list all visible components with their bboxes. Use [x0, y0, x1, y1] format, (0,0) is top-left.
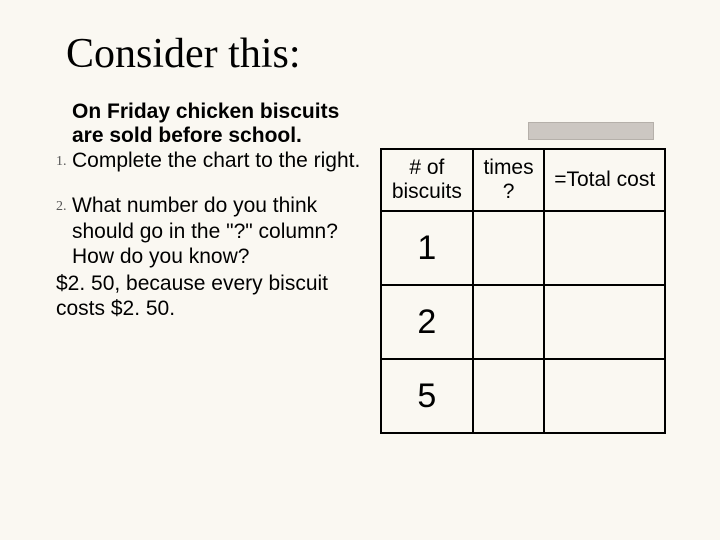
table-row: 2 [381, 285, 665, 359]
table-header: =Total cost [544, 149, 665, 211]
content-row: On Friday chicken biscuits are sold befo… [56, 100, 672, 434]
list-text: What number do you think should go in th… [72, 193, 374, 321]
table-cell [544, 359, 665, 433]
page-title: Consider this: [66, 30, 672, 78]
table-cell [473, 285, 545, 359]
table-cell [473, 211, 545, 285]
list-item: 1. Complete the chart to the right. [56, 148, 374, 173]
question-text: What number do you think should go in th… [72, 194, 338, 267]
placeholder-bar [528, 122, 654, 140]
data-table: # of biscuits times ? =Total cost 1 2 [380, 148, 666, 434]
right-column: # of biscuits times ? =Total cost 1 2 [380, 100, 672, 434]
left-column: On Friday chicken biscuits are sold befo… [56, 100, 374, 341]
table-cell [544, 285, 665, 359]
table-header: times ? [473, 149, 545, 211]
list-text: Complete the chart to the right. [72, 148, 360, 173]
list-number: 1. [56, 148, 72, 173]
table-header: # of biscuits [381, 149, 473, 211]
table-cell [473, 359, 545, 433]
table-row: 1 [381, 211, 665, 285]
table-cell: 5 [381, 359, 473, 433]
table-row: 5 [381, 359, 665, 433]
intro-text: On Friday chicken biscuits are sold befo… [72, 100, 374, 148]
list-item: 2. What number do you think should go in… [56, 193, 374, 321]
table-header-row: # of biscuits times ? =Total cost [381, 149, 665, 211]
table-cell [544, 211, 665, 285]
answer-text: $2. 50, because every biscuit costs $2. … [56, 271, 374, 321]
question-list: 1. Complete the chart to the right. 2. W… [56, 148, 374, 321]
slide: Consider this: On Friday chicken biscuit… [0, 0, 720, 464]
table-cell: 1 [381, 211, 473, 285]
table-cell: 2 [381, 285, 473, 359]
